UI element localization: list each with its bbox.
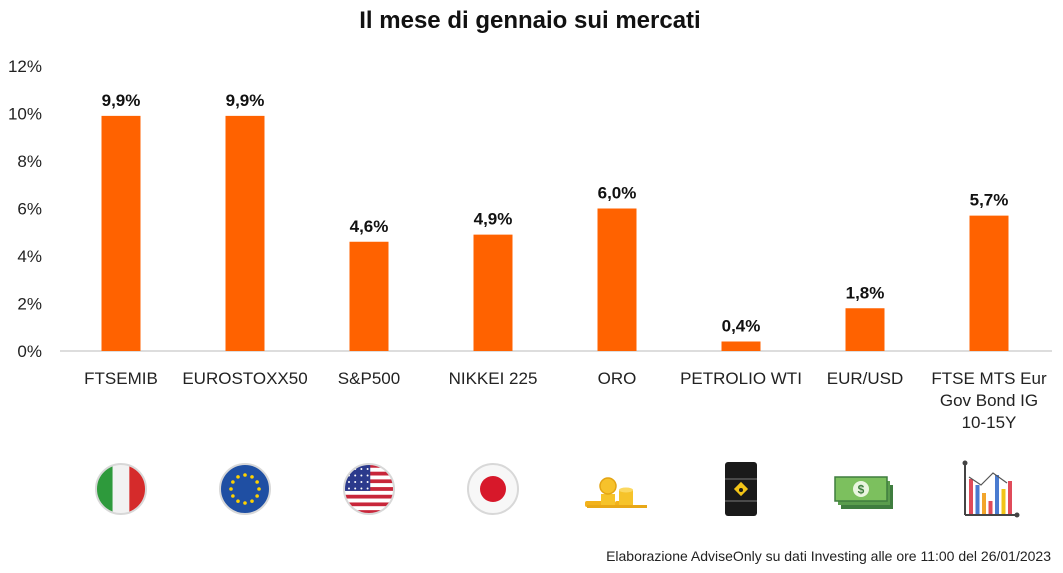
data-label: 1,8% [846,283,885,302]
gold-coins-icon [585,477,647,508]
y-tick-label: 10% [8,105,42,124]
x-category-label: FTSE MTS Eur [931,369,1047,388]
bar [101,115,141,351]
x-category-label: NIKKEI 225 [449,369,538,388]
oil-barrel-icon [725,462,757,516]
data-label: 0,4% [722,317,761,336]
data-label: 5,7% [970,191,1009,210]
y-tick-label: 8% [17,152,42,171]
data-label: 6,0% [598,184,637,203]
bar [473,234,513,351]
y-tick-label: 4% [17,247,42,266]
bar [969,215,1009,351]
chart-title: Il mese di gennaio sui mercati [359,7,700,34]
y-tick-label: 12% [8,57,42,76]
data-label: 9,9% [102,91,141,110]
y-tick-label: 6% [17,200,42,219]
x-category-label: EUROSTOXX50 [182,369,307,388]
category-icons: $ [95,460,1020,518]
data-label: 4,6% [350,217,389,236]
japan-flag-icon [467,463,519,515]
eu-flag-icon [219,463,271,515]
x-category-label: PETROLIO WTI [680,369,802,388]
x-category-label: EUR/USD [827,369,904,388]
source-note: Elaborazione AdviseOnly su dati Investin… [606,548,1051,564]
x-category-label: ORO [598,369,637,388]
y-tick-label: 0% [17,342,42,361]
bar [597,208,637,351]
italy-flag-icon [95,463,147,515]
bar [349,241,389,351]
x-category-label: S&P500 [338,369,400,388]
y-tick-label: 2% [17,295,42,314]
bar-chart-icon [962,460,1020,518]
y-axis: 0% 2% 4% 6% 8% 10% 12% [8,57,42,361]
bar [845,308,885,351]
bar [721,341,761,351]
dollar-banknote-icon: $ [834,476,893,509]
x-category-label: FTSEMIB [84,369,158,388]
bars: 9,9% FTSEMIB 9,9% EUROSTOXX50 4,6% S&P500 4,9%… [84,91,1047,432]
x-category-label: Gov Bond IG [940,391,1038,410]
x-category-label: 10-15Y [962,413,1017,432]
data-label: 9,9% [226,91,265,110]
data-label: 4,9% [474,210,513,229]
svg-text:$: $ [858,483,865,497]
bar [225,115,265,351]
usa-flag-icon [343,463,395,515]
